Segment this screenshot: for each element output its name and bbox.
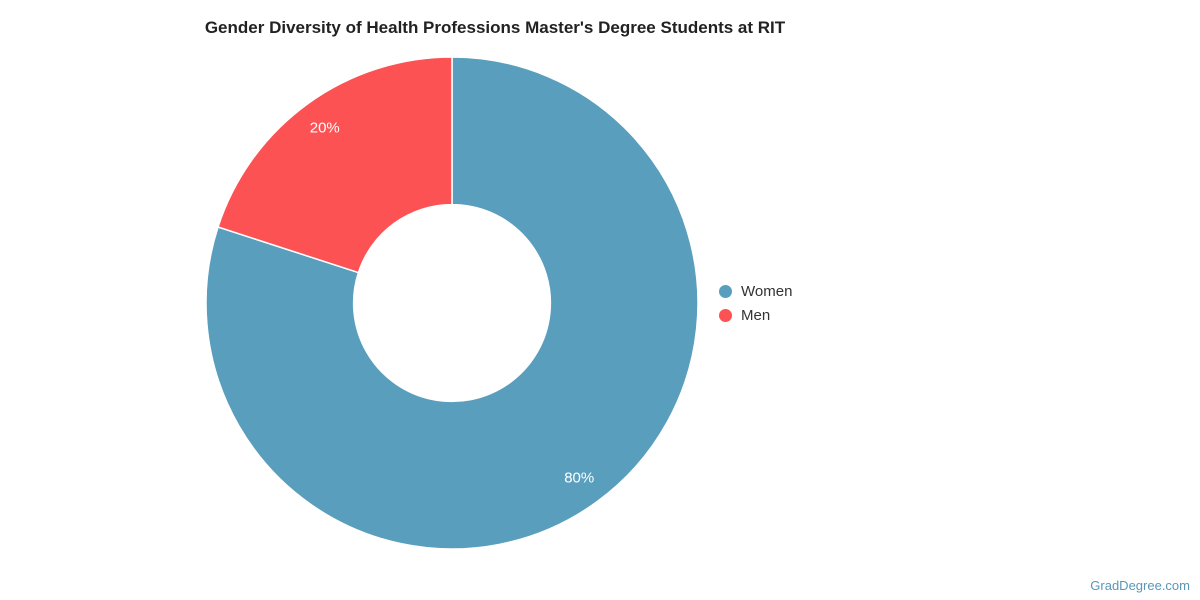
slice-label-women: 80% — [564, 470, 594, 487]
chart-title: Gender Diversity of Health Professions M… — [204, 18, 786, 37]
legend-swatch-men — [719, 308, 732, 322]
legend: Women Men — [719, 279, 792, 327]
legend-item-women[interactable]: Women — [719, 279, 792, 303]
legend-label-men: Men — [741, 306, 771, 324]
pie-slice-men[interactable] — [217, 56, 453, 274]
slice-label-men: 20% — [310, 119, 340, 136]
pie-slice-women[interactable] — [205, 56, 699, 550]
legend-label-women: Women — [741, 282, 793, 300]
watermark-link[interactable]: GradDegree.com — [1090, 578, 1190, 593]
legend-swatch-women — [719, 284, 732, 298]
legend-item-men[interactable]: Men — [719, 303, 792, 327]
